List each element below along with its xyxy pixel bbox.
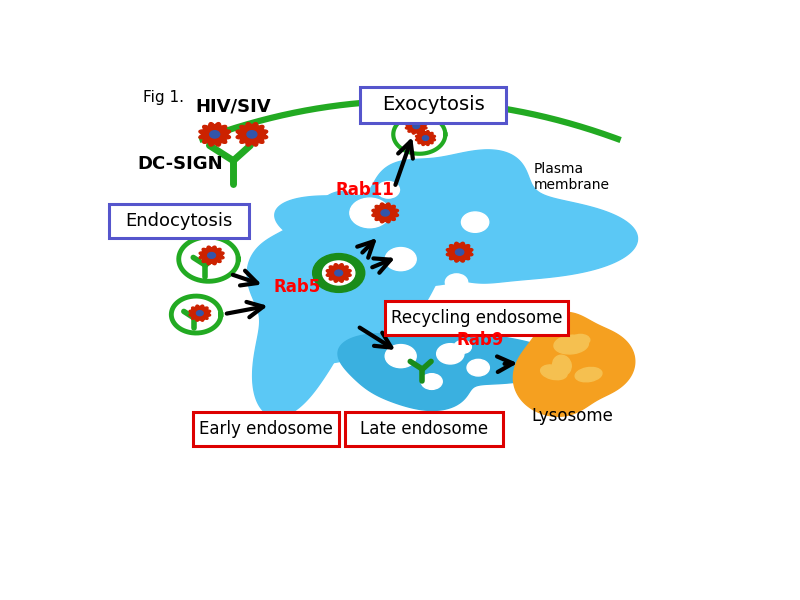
FancyBboxPatch shape — [386, 301, 568, 335]
Circle shape — [350, 198, 390, 227]
Text: Lysosome: Lysosome — [531, 407, 614, 425]
Text: Fig 1.: Fig 1. — [143, 91, 184, 106]
Polygon shape — [189, 305, 210, 321]
Circle shape — [377, 181, 399, 198]
Ellipse shape — [553, 355, 571, 376]
Ellipse shape — [571, 334, 590, 346]
Circle shape — [421, 374, 442, 389]
Circle shape — [454, 340, 471, 353]
Circle shape — [446, 274, 468, 290]
Polygon shape — [268, 150, 638, 364]
Circle shape — [386, 344, 416, 368]
Circle shape — [210, 131, 220, 138]
Circle shape — [422, 136, 429, 140]
Ellipse shape — [575, 367, 602, 382]
Circle shape — [313, 254, 365, 292]
Polygon shape — [199, 246, 224, 265]
Polygon shape — [415, 131, 435, 145]
FancyBboxPatch shape — [110, 203, 249, 238]
Text: Exocytosis: Exocytosis — [382, 95, 485, 115]
Polygon shape — [199, 122, 230, 146]
Text: Early endosome: Early endosome — [199, 420, 333, 438]
Text: DC-SIGN: DC-SIGN — [138, 155, 223, 173]
Text: Plasma
membrane: Plasma membrane — [534, 162, 610, 192]
Polygon shape — [446, 242, 473, 262]
Circle shape — [413, 124, 419, 128]
Circle shape — [334, 270, 342, 276]
FancyBboxPatch shape — [193, 412, 338, 446]
Circle shape — [197, 311, 203, 316]
FancyBboxPatch shape — [345, 412, 503, 446]
Polygon shape — [326, 264, 351, 282]
Text: Recycling endosome: Recycling endosome — [391, 309, 562, 327]
Polygon shape — [236, 122, 268, 146]
FancyBboxPatch shape — [360, 87, 506, 123]
Circle shape — [467, 359, 490, 376]
Circle shape — [208, 253, 215, 259]
Polygon shape — [394, 115, 446, 154]
Polygon shape — [372, 203, 398, 223]
Polygon shape — [406, 118, 427, 134]
Circle shape — [322, 261, 355, 285]
Circle shape — [455, 249, 464, 255]
Text: Late endosome: Late endosome — [360, 420, 488, 438]
Text: HIV/SIV: HIV/SIV — [195, 98, 271, 116]
Polygon shape — [247, 191, 423, 417]
Ellipse shape — [554, 335, 589, 354]
Circle shape — [381, 210, 390, 216]
Text: Rab11: Rab11 — [336, 181, 394, 199]
Polygon shape — [338, 328, 558, 410]
Circle shape — [247, 131, 257, 138]
Text: Rab9: Rab9 — [457, 331, 504, 349]
Polygon shape — [178, 237, 238, 281]
Text: Rab5: Rab5 — [274, 278, 321, 296]
Circle shape — [437, 344, 464, 364]
Circle shape — [462, 212, 489, 232]
Ellipse shape — [541, 365, 567, 380]
Circle shape — [386, 248, 416, 271]
Polygon shape — [514, 313, 634, 416]
Polygon shape — [171, 296, 221, 333]
Text: Endocytosis: Endocytosis — [126, 212, 233, 230]
